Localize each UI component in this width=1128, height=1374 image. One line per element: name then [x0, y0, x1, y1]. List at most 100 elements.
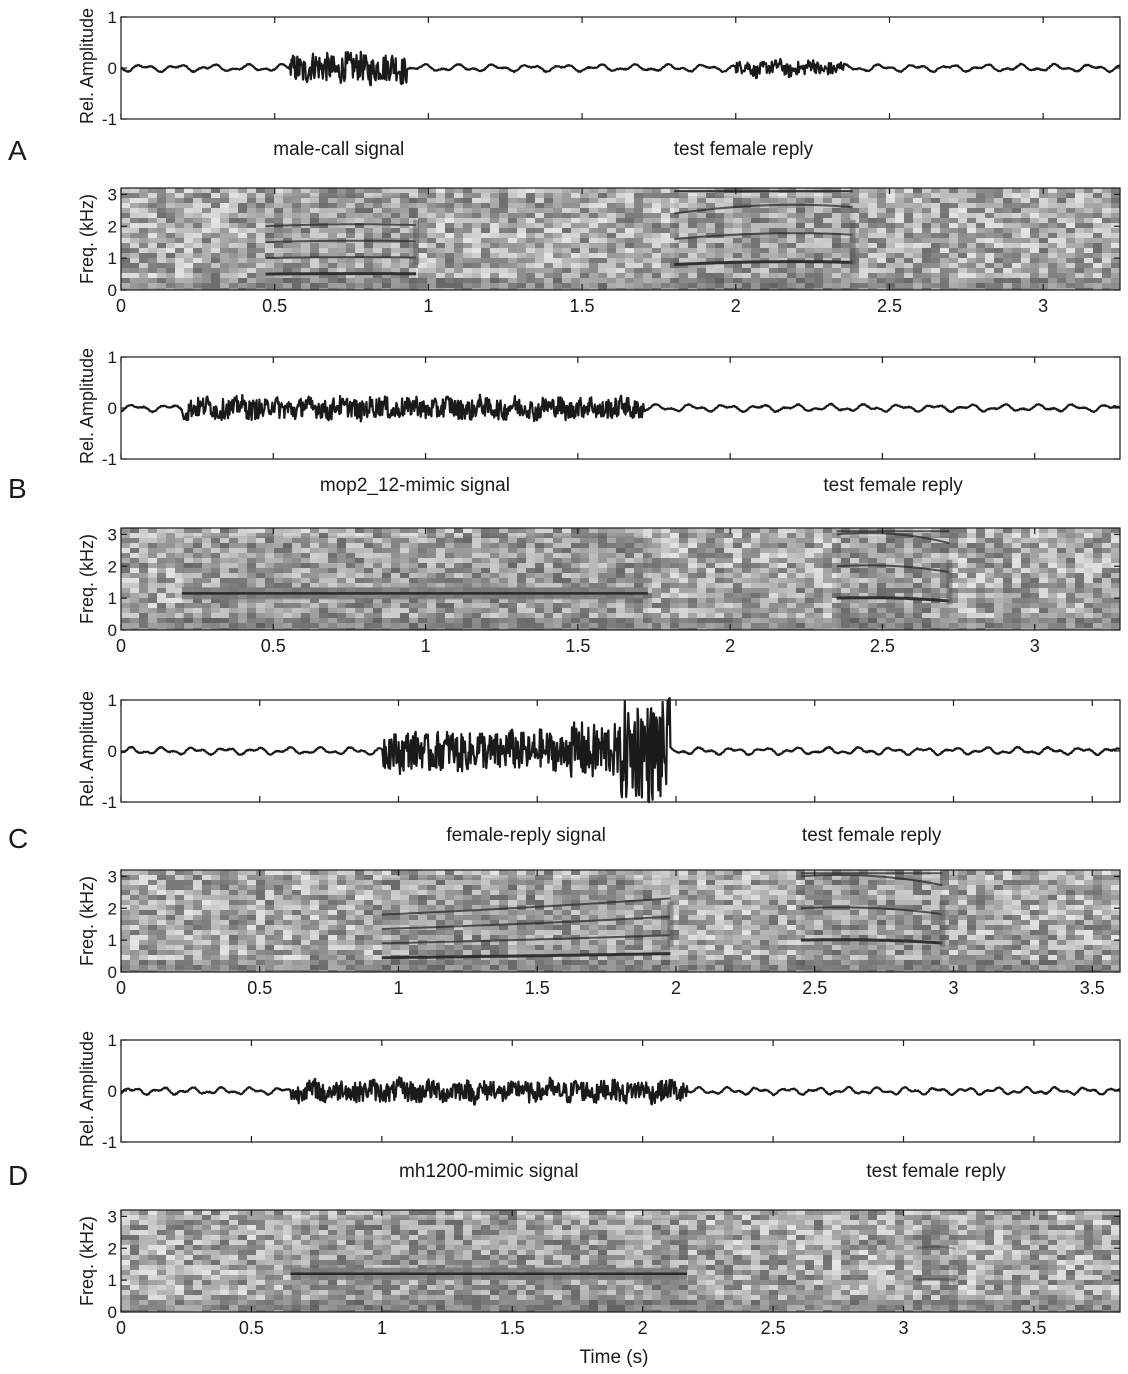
noise-cell — [697, 248, 706, 253]
noise-cell — [670, 223, 679, 228]
noise-cell — [994, 243, 1003, 248]
noise-cell — [1066, 543, 1075, 548]
noise-cell — [1048, 243, 1057, 248]
noise-cell — [1075, 603, 1084, 608]
panel-letter: A — [8, 135, 27, 166]
noise-cell — [1021, 243, 1030, 248]
noise-cell — [472, 268, 481, 273]
noise-cell — [211, 578, 220, 583]
noise-cell — [148, 613, 157, 618]
noise-cell — [355, 243, 364, 248]
noise-cell — [166, 283, 175, 288]
noise-cell — [481, 248, 490, 253]
noise-cell — [391, 278, 400, 283]
noise-cell — [562, 203, 571, 208]
noise-cell — [283, 218, 292, 223]
noise-cell — [868, 578, 877, 583]
noise-cell — [508, 548, 517, 553]
noise-cell — [886, 228, 895, 233]
noise-cell — [949, 573, 958, 578]
noise-cell — [787, 223, 796, 228]
noise-cell — [328, 203, 337, 208]
noise-cell — [517, 548, 526, 553]
noise-cell — [211, 278, 220, 283]
noise-cell — [1057, 243, 1066, 248]
noise-cell — [877, 548, 886, 553]
noise-cell — [958, 223, 967, 228]
noise-cell — [859, 218, 868, 223]
noise-cell — [454, 578, 463, 583]
noise-cell — [202, 238, 211, 243]
noise-cell — [508, 223, 517, 228]
noise-cell — [1003, 213, 1012, 218]
noise-cell — [760, 193, 769, 198]
noise-cell — [580, 233, 589, 238]
noise-cell — [247, 238, 256, 243]
noise-cell — [238, 203, 247, 208]
noise-cell — [1057, 533, 1066, 538]
noise-cell — [778, 563, 787, 568]
noise-cell — [400, 208, 409, 213]
noise-cell — [346, 193, 355, 198]
noise-cell — [1075, 188, 1084, 193]
noise-cell — [958, 578, 967, 583]
noise-cell — [643, 228, 652, 233]
noise-cell — [922, 283, 931, 288]
noise-cell — [1102, 598, 1111, 603]
noise-cell — [760, 573, 769, 578]
noise-cell — [958, 870, 967, 875]
noise-cell — [1021, 593, 1030, 598]
noise-cell — [220, 193, 229, 198]
noise-cell — [1066, 223, 1075, 228]
noise-cell — [418, 288, 427, 290]
noise-cell — [895, 283, 904, 288]
noise-cell — [391, 193, 400, 198]
noise-cell — [499, 228, 508, 233]
noise-cell — [994, 283, 1003, 288]
noise-cell — [706, 568, 715, 573]
noise-cell — [823, 583, 832, 588]
noise-cell — [373, 268, 382, 273]
noise-cell — [346, 538, 355, 543]
noise-cell — [877, 573, 886, 578]
noise-cell — [814, 273, 823, 278]
noise-cell — [328, 188, 337, 193]
noise-cell — [1111, 528, 1120, 533]
noise-cell — [337, 208, 346, 213]
noise-cell — [724, 608, 733, 613]
noise-cell — [238, 288, 247, 290]
noise-cell — [427, 208, 436, 213]
noise-cell — [688, 593, 697, 598]
noise-cell — [1093, 583, 1102, 588]
noise-cell — [589, 283, 598, 288]
noise-cell — [400, 533, 409, 538]
noise-cell — [949, 288, 958, 290]
noise-cell — [1039, 258, 1048, 263]
noise-cell — [337, 583, 346, 588]
noise-cell — [832, 208, 841, 213]
noise-cell — [481, 288, 490, 290]
noise-cell — [1039, 253, 1048, 258]
noise-cell — [598, 228, 607, 233]
noise-cell — [796, 583, 805, 588]
noise-cell — [823, 618, 832, 623]
noise-cell — [1057, 263, 1066, 268]
noise-cell — [265, 263, 274, 268]
noise-cell — [265, 563, 274, 568]
noise-cell — [283, 248, 292, 253]
noise-cell — [355, 223, 364, 228]
noise-cell — [283, 258, 292, 263]
noise-cell — [859, 203, 868, 208]
noise-cell — [472, 563, 481, 568]
noise-cell — [454, 538, 463, 543]
noise-cell — [571, 288, 580, 290]
noise-cell — [310, 243, 319, 248]
noise-cell — [931, 188, 940, 193]
noise-cell — [652, 588, 661, 593]
noise-cell — [679, 588, 688, 593]
noise-cell — [976, 543, 985, 548]
noise-cell — [688, 598, 697, 603]
noise-cell — [436, 213, 445, 218]
noise-cell — [562, 273, 571, 278]
noise-cell — [868, 268, 877, 273]
